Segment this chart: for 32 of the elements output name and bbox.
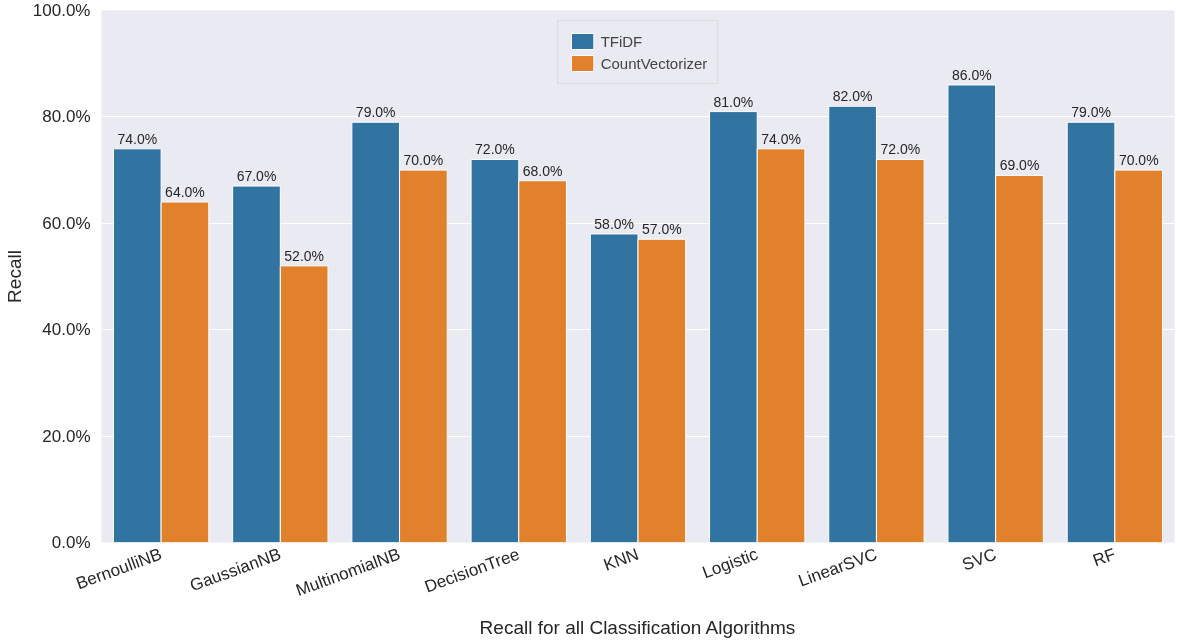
y-tick-label: 20.0%: [42, 426, 91, 446]
y-tick-label: 100.0%: [32, 1, 91, 20]
data-label: 70.0%: [403, 152, 444, 169]
data-label: 68.0%: [522, 162, 563, 179]
data-label: 70.0%: [1118, 152, 1159, 169]
x-tick-label: RF: [1090, 544, 1119, 571]
x-tick-label: Logistic: [699, 544, 761, 583]
legend-label: CountVectorizer: [600, 54, 708, 72]
data-label: 57.0%: [642, 221, 682, 238]
data-label: 72.0%: [880, 141, 921, 158]
y-tick-label: 0.0%: [51, 533, 91, 552]
data-label: 69.0%: [999, 157, 1040, 174]
data-label: 82.0%: [832, 88, 873, 105]
y-tick-label: 60.0%: [42, 213, 91, 233]
data-label: 74.0%: [117, 130, 158, 147]
legend-label: TFiDF: [600, 32, 643, 50]
y-tick-label: 80.0%: [42, 107, 91, 127]
data-label: 67.0%: [236, 168, 277, 185]
y-axis-title: Recall: [3, 250, 25, 303]
data-label: 52.0%: [284, 247, 325, 264]
data-label: 79.0%: [355, 104, 396, 121]
data-label: 86.0%: [951, 66, 992, 83]
x-axis-title: Recall for all Classification Algorithms: [479, 616, 796, 638]
data-label: 74.0%: [761, 130, 801, 147]
data-label: 72.0%: [475, 141, 515, 158]
data-label: 79.0%: [1071, 104, 1111, 121]
data-label: 64.0%: [165, 184, 205, 201]
x-tick-label: SVC: [959, 544, 999, 575]
y-tick-label: 40.0%: [42, 320, 91, 340]
data-label: 81.0%: [713, 93, 754, 110]
x-tick-label: KNN: [601, 544, 642, 575]
data-label: 58.0%: [594, 215, 635, 232]
